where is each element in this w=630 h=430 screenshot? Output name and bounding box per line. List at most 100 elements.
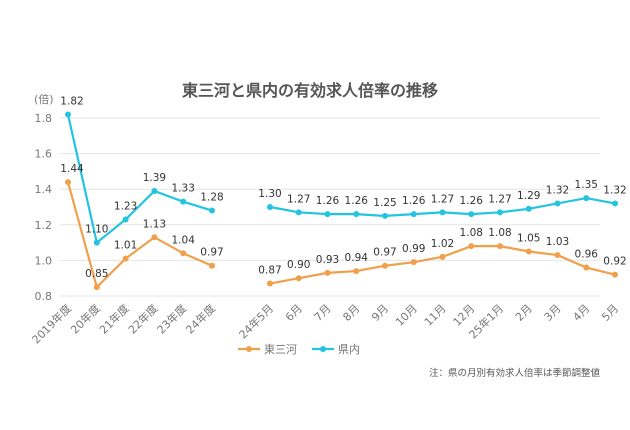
data-label: 0.85 xyxy=(85,268,108,280)
data-label: 1.35 xyxy=(575,179,598,191)
data-label: 1.25 xyxy=(373,197,396,209)
data-label: 1.32 xyxy=(603,184,626,196)
data-label: 1.28 xyxy=(200,192,223,204)
legend-swatch-marker xyxy=(246,346,252,352)
data-point xyxy=(439,253,446,260)
series-line-kennai xyxy=(66,114,213,245)
x-tick-label: 11月 xyxy=(422,302,449,329)
data-point xyxy=(122,255,129,262)
data-point xyxy=(554,252,561,259)
x-tick-label: 3月 xyxy=(542,302,564,324)
data-label: 1.27 xyxy=(431,193,454,205)
data-point xyxy=(295,275,302,282)
data-point xyxy=(497,209,503,216)
data-point xyxy=(267,280,273,287)
data-point xyxy=(554,200,561,207)
data-point xyxy=(93,239,100,246)
data-point xyxy=(497,243,503,250)
data-label: 1.26 xyxy=(345,195,369,207)
data-point xyxy=(353,268,360,275)
series-points xyxy=(65,111,618,291)
x-tick-label: 10月 xyxy=(393,302,420,329)
data-label: 0.97 xyxy=(200,247,223,259)
gridlines xyxy=(60,117,600,297)
x-tick-label: 23年度 xyxy=(154,301,189,336)
x-tick-label: 4月 xyxy=(570,302,592,324)
data-point xyxy=(209,207,215,214)
data-label: 0.94 xyxy=(345,252,369,264)
data-point xyxy=(151,234,158,241)
y-tick-label: 1.0 xyxy=(35,254,53,267)
data-label: 1.03 xyxy=(546,236,569,248)
x-tick-label: 9月 xyxy=(369,302,391,324)
data-label: 1.30 xyxy=(258,188,281,200)
x-tick-label: 8月 xyxy=(340,302,362,324)
data-label: 1.02 xyxy=(431,238,454,250)
data-label: 0.90 xyxy=(287,259,310,271)
data-label: 1.08 xyxy=(460,227,483,239)
data-point xyxy=(612,271,618,278)
data-label: 1.29 xyxy=(517,190,540,202)
data-point xyxy=(324,269,331,276)
x-tick-label: 6月 xyxy=(283,302,305,324)
data-point xyxy=(583,195,590,202)
legend-label: 県内 xyxy=(338,342,360,356)
data-point xyxy=(122,216,129,223)
data-labels: 1.44 0.85 1.01 1.13 1.04 0.97 1.82 1.10 1.23 1.39… xyxy=(60,95,626,280)
data-label: 1.32 xyxy=(546,184,569,196)
data-point xyxy=(525,248,532,255)
data-label: 1.01 xyxy=(114,240,137,252)
legend-label: 東三河 xyxy=(264,343,297,356)
data-point xyxy=(93,284,100,291)
data-point xyxy=(180,198,187,205)
data-label: 0.96 xyxy=(575,249,599,261)
data-label: 1.27 xyxy=(287,193,310,205)
data-label: 1.26 xyxy=(402,195,426,207)
data-point xyxy=(65,111,71,118)
data-label: 0.97 xyxy=(373,247,396,259)
data-point xyxy=(209,262,215,269)
data-point xyxy=(410,211,417,218)
data-point xyxy=(439,209,446,216)
y-axis-unit: (倍) xyxy=(34,92,54,106)
data-label: 1.82 xyxy=(60,95,83,107)
data-point xyxy=(525,205,532,212)
data-point xyxy=(151,187,158,194)
x-tick-label: 5月 xyxy=(599,302,621,324)
data-label: 0.93 xyxy=(316,254,339,266)
data-label: 1.26 xyxy=(316,195,340,207)
data-point xyxy=(324,211,331,218)
data-label: 0.92 xyxy=(603,256,626,268)
data-label: 0.99 xyxy=(402,243,425,255)
series-line-higashi-mikawa xyxy=(66,181,213,290)
chart-title: 東三河と県内の有効求人倍率の推移 xyxy=(182,81,438,100)
y-axis-ticks: 1.8 1.6 1.4 1.2 1.0 0.8 xyxy=(35,112,53,303)
x-tick-label: 20年度 xyxy=(68,301,103,336)
data-point xyxy=(353,211,360,218)
x-tick-label: 22年度 xyxy=(125,301,160,336)
data-point xyxy=(382,212,388,219)
legend: 東三河 県内 xyxy=(238,342,360,356)
data-point xyxy=(267,204,273,210)
data-point xyxy=(583,264,590,271)
x-tick-label: 21年度 xyxy=(96,301,131,336)
x-tick-label: 2月 xyxy=(513,302,535,324)
data-point xyxy=(65,179,71,186)
x-tick-label: 2019年度 xyxy=(29,301,74,346)
y-tick-label: 1.8 xyxy=(35,112,53,125)
x-tick-label: 7月 xyxy=(312,302,334,324)
data-label: 1.27 xyxy=(488,193,511,205)
data-point xyxy=(612,200,618,207)
x-tick-label: 24年度 xyxy=(183,301,218,336)
data-point xyxy=(468,211,475,218)
data-point xyxy=(410,259,417,266)
y-tick-label: 0.8 xyxy=(35,290,53,303)
x-tick-label: 24年5月 xyxy=(236,301,276,341)
y-tick-label: 1.6 xyxy=(35,148,53,161)
legend-swatch-marker xyxy=(320,346,326,352)
y-tick-label: 1.4 xyxy=(35,183,53,196)
data-label: 1.04 xyxy=(172,234,196,246)
data-point xyxy=(180,250,187,257)
